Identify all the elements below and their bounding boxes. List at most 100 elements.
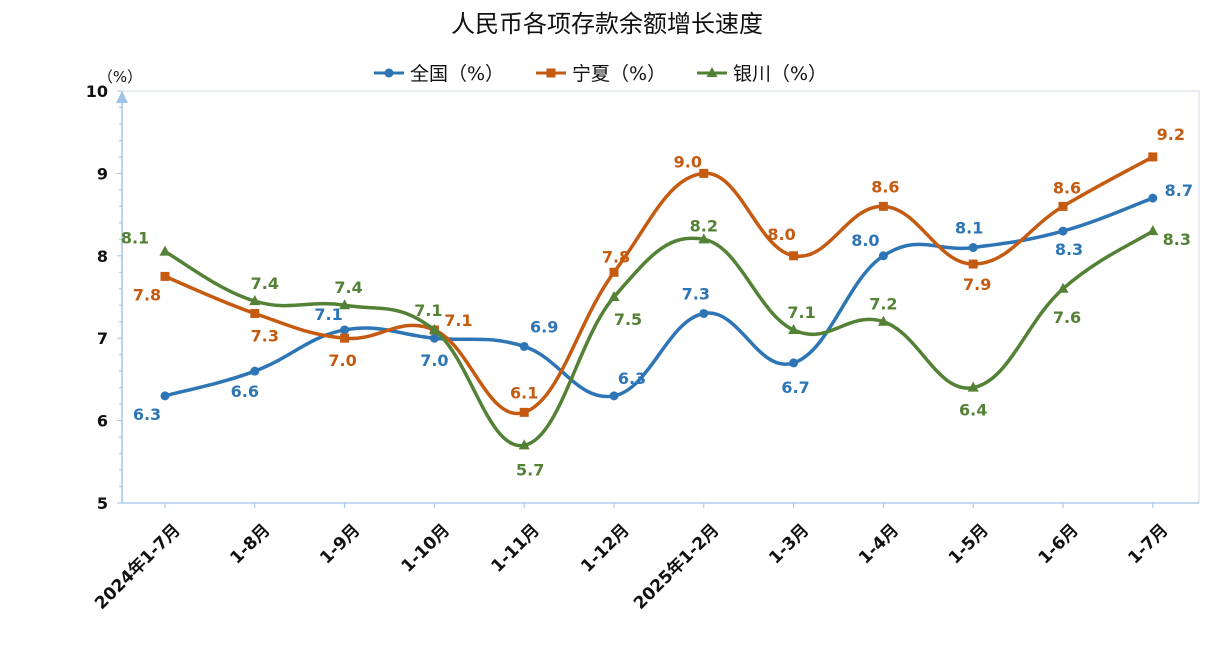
data-point bbox=[1058, 201, 1068, 211]
x-tick-label: 1-9月 bbox=[316, 520, 364, 568]
series-lines bbox=[159, 152, 1159, 450]
legend-marker-icon bbox=[706, 67, 718, 77]
y-axis-arrow-icon bbox=[116, 91, 128, 103]
data-point bbox=[340, 333, 350, 343]
data-label: 8.6 bbox=[871, 177, 899, 196]
data-point bbox=[339, 299, 351, 310]
data-point bbox=[159, 245, 171, 256]
data-point bbox=[698, 233, 710, 244]
data-label: 7.9 bbox=[963, 275, 991, 294]
data-point bbox=[518, 439, 530, 450]
data-point bbox=[1148, 193, 1158, 203]
series-line-1 bbox=[164, 155, 1154, 416]
data-point bbox=[878, 201, 888, 211]
x-tick-label: 1-8月 bbox=[226, 520, 274, 568]
data-point bbox=[609, 391, 619, 401]
data-point bbox=[877, 315, 889, 326]
plot-frame bbox=[121, 90, 1200, 504]
y-axis: 5 6 7 8 9 10 bbox=[86, 82, 128, 513]
x-axis: 2024年1-7月 1-8月 1-9月 1-10月 1-11月 1-12月2025年1-2… bbox=[90, 502, 1199, 614]
data-point bbox=[1058, 226, 1068, 236]
legend-label: 宁夏（%） bbox=[572, 63, 666, 85]
chart-title: 人民币各项存款余额增长速度 bbox=[451, 10, 763, 38]
x-tick-label: 2024年1-7月 bbox=[90, 520, 184, 614]
legend-label: 全国（%） bbox=[410, 63, 504, 85]
data-point bbox=[967, 381, 979, 392]
data-label: 8.0 bbox=[851, 231, 879, 250]
data-label: 7.1 bbox=[314, 305, 342, 324]
data-label: 7.3 bbox=[682, 284, 710, 303]
x-tick-label: 2025年1-2月 bbox=[629, 520, 723, 614]
data-point bbox=[609, 267, 619, 277]
x-tick-label: 1-10月 bbox=[398, 520, 454, 576]
data-point bbox=[249, 295, 261, 306]
data-label: 6.3 bbox=[618, 369, 646, 388]
data-label: 6.7 bbox=[781, 378, 809, 397]
data-point bbox=[788, 323, 800, 334]
data-point bbox=[428, 323, 440, 334]
data-point bbox=[968, 243, 978, 253]
x-tick-label: 1-11月 bbox=[487, 520, 543, 576]
data-label: 7.4 bbox=[251, 274, 279, 293]
data-label: 8.2 bbox=[690, 216, 718, 235]
data-label: 7.0 bbox=[328, 351, 356, 370]
data-point bbox=[699, 308, 709, 318]
x-tick-label: 1-3月 bbox=[765, 520, 813, 568]
x-tick-label: 1-4月 bbox=[855, 520, 903, 568]
data-label: 8.0 bbox=[767, 225, 795, 244]
data-label: 7.1 bbox=[787, 303, 815, 322]
data-label: 7.6 bbox=[1053, 308, 1081, 327]
data-point bbox=[1147, 225, 1159, 236]
data-label: 7.3 bbox=[251, 326, 279, 345]
data-point bbox=[340, 325, 350, 335]
data-label: 7.1 bbox=[444, 311, 472, 330]
y-tick-label: 7 bbox=[97, 329, 108, 348]
data-label: 8.7 bbox=[1165, 181, 1193, 200]
data-point bbox=[789, 251, 799, 261]
data-label: 8.3 bbox=[1055, 240, 1083, 259]
legend-label: 银川（%） bbox=[733, 63, 827, 85]
data-label: 6.9 bbox=[530, 317, 558, 336]
data-label: 7.8 bbox=[133, 285, 161, 304]
data-label: 5.7 bbox=[516, 460, 544, 479]
data-label: 7.5 bbox=[614, 310, 642, 329]
data-label: 8.1 bbox=[955, 219, 983, 238]
data-point bbox=[1057, 282, 1069, 293]
y-tick-label: 10 bbox=[86, 82, 108, 101]
data-label: 8.6 bbox=[1053, 178, 1081, 197]
data-label: 7.0 bbox=[420, 351, 448, 370]
data-point bbox=[1148, 152, 1158, 162]
data-label: 7.4 bbox=[334, 278, 362, 297]
data-point bbox=[608, 291, 620, 301]
y-tick-label: 6 bbox=[97, 412, 108, 431]
data-point bbox=[519, 341, 529, 351]
y-tick-label: 5 bbox=[97, 494, 108, 513]
data-label: 6.3 bbox=[133, 405, 161, 424]
data-point bbox=[789, 358, 799, 368]
y-tick-label: 8 bbox=[97, 247, 108, 266]
legend: 全国（%） 宁夏（%） 银川（%） bbox=[374, 63, 827, 85]
data-label: 6.4 bbox=[959, 401, 987, 420]
data-label: 7.1 bbox=[414, 301, 442, 320]
data-labels: 6.3 6.6 7.1 7.0 6.9 6.3 7.3 6.7 8.0 8.1 8.3 8.7 7.8 7… bbox=[121, 125, 1193, 479]
data-label: 9.2 bbox=[1157, 125, 1185, 144]
data-label: 7.2 bbox=[869, 295, 897, 314]
data-point bbox=[160, 391, 170, 401]
y-axis-unit-label: （%） bbox=[98, 68, 142, 86]
data-point bbox=[250, 366, 260, 376]
legend-marker-icon bbox=[384, 68, 394, 78]
data-point bbox=[160, 271, 170, 281]
data-label: 9.0 bbox=[674, 152, 702, 171]
legend-marker-icon bbox=[546, 68, 556, 78]
x-tick-label: 1-5月 bbox=[945, 520, 993, 568]
data-label: 6.6 bbox=[231, 382, 259, 401]
data-point bbox=[429, 333, 439, 343]
data-point bbox=[519, 407, 529, 417]
data-point bbox=[250, 308, 260, 318]
x-tick-label: 1-7月 bbox=[1124, 520, 1172, 568]
x-tick-label: 1-6月 bbox=[1035, 520, 1083, 568]
data-label: 8.1 bbox=[121, 229, 149, 248]
data-label: 6.1 bbox=[510, 383, 538, 402]
